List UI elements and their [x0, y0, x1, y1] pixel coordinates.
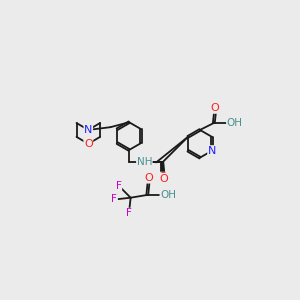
- Text: O: O: [84, 139, 93, 149]
- Text: OH: OH: [160, 190, 176, 200]
- Text: F: F: [116, 182, 122, 191]
- Text: O: O: [158, 172, 167, 182]
- Text: NH: NH: [136, 158, 152, 167]
- Text: F: F: [126, 208, 132, 218]
- Text: N: N: [208, 146, 216, 156]
- Text: O: O: [144, 173, 153, 183]
- Text: O: O: [211, 103, 220, 113]
- Text: F: F: [111, 194, 117, 204]
- Text: OH: OH: [226, 118, 243, 128]
- Text: O: O: [159, 174, 168, 184]
- Text: N: N: [84, 125, 92, 135]
